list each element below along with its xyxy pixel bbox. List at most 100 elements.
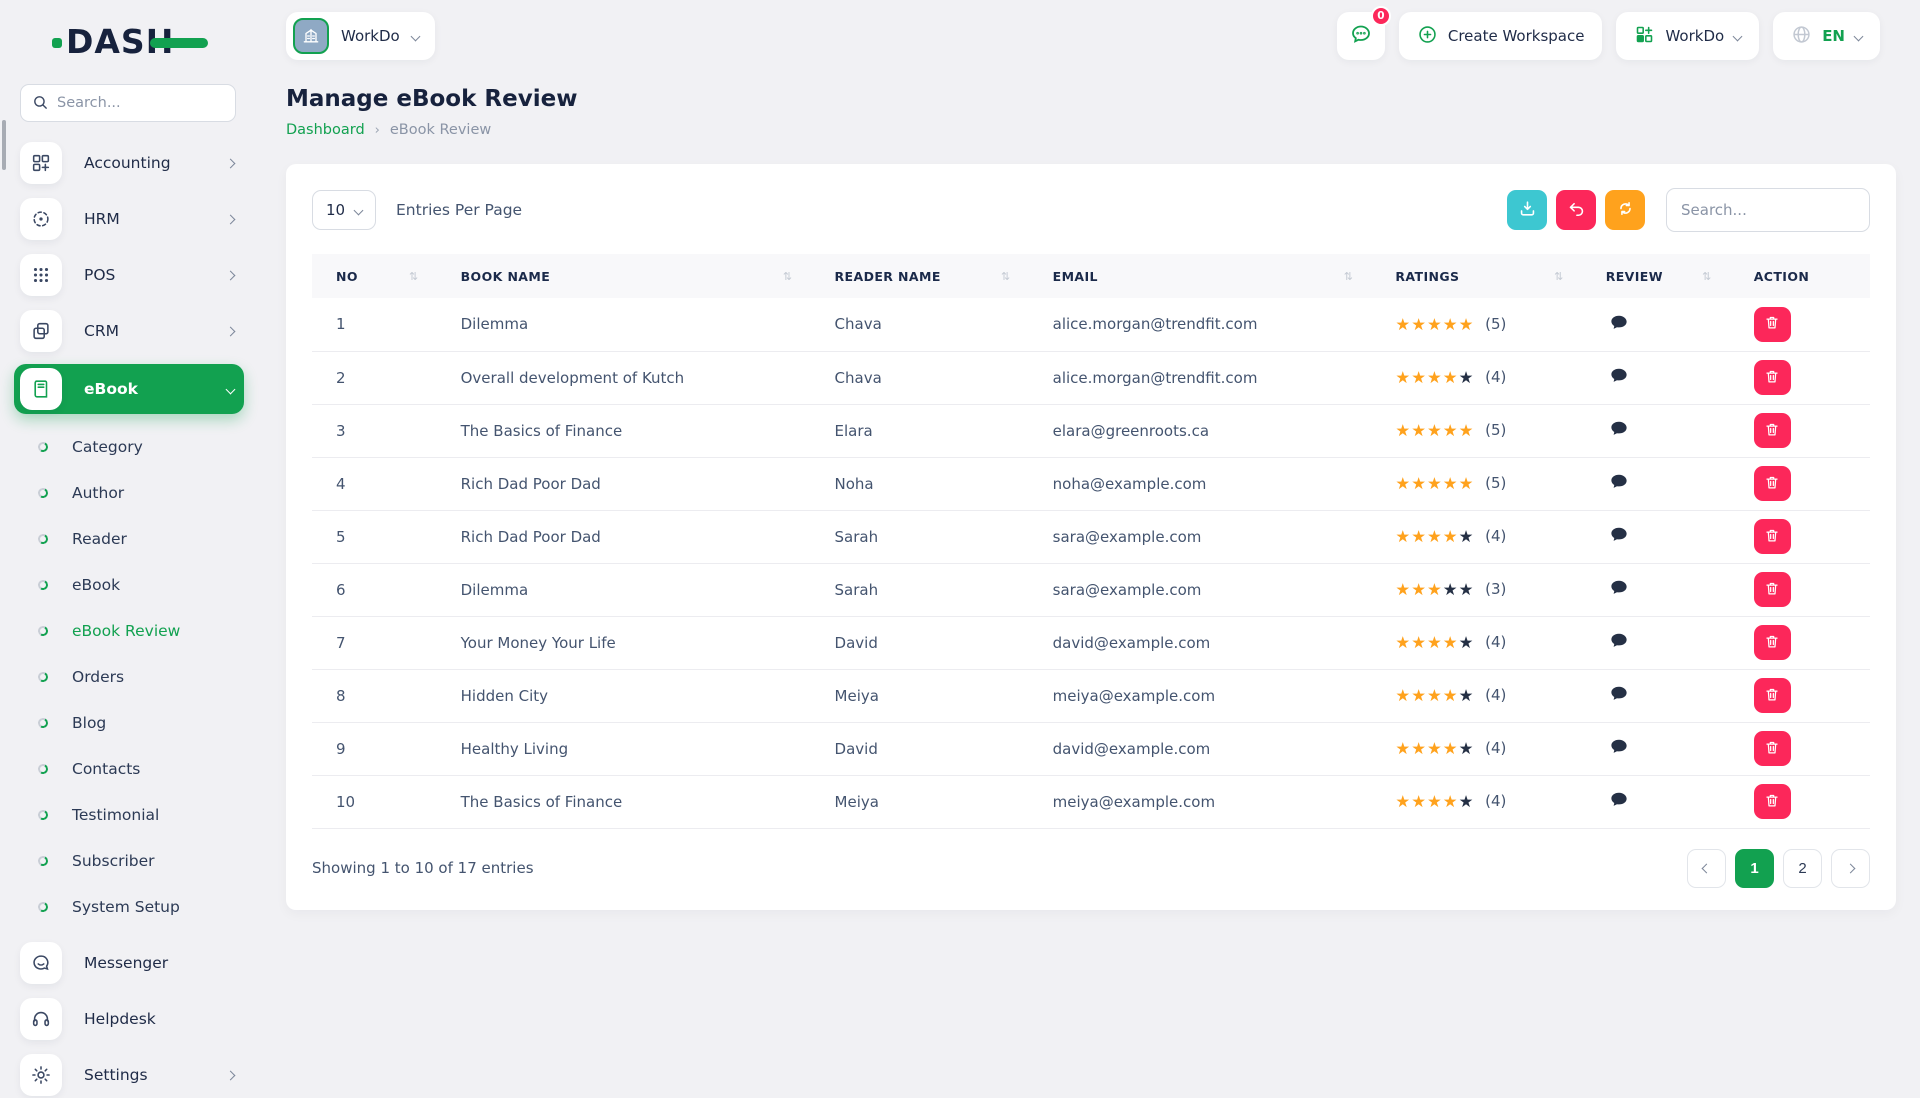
pagination-page-1-active[interactable]: 1	[1735, 849, 1774, 888]
sort-icon[interactable]: ⇅	[783, 270, 793, 283]
star-filled-icon: ★	[1443, 633, 1459, 652]
delete-button[interactable]	[1754, 360, 1791, 395]
sidebar-subitem-orders[interactable]: Orders	[14, 654, 244, 700]
pagination-prev-button[interactable]	[1687, 849, 1726, 888]
sidebar-item-ebook[interactable]: eBook	[14, 364, 244, 414]
breadcrumb-dashboard-link[interactable]: Dashboard	[286, 122, 365, 138]
entries-per-page-select[interactable]: 10	[312, 190, 376, 230]
workspace-selector[interactable]: WorkDo	[286, 12, 435, 60]
cell-review	[1582, 563, 1730, 616]
language-selector[interactable]: EN	[1773, 12, 1880, 60]
delete-button[interactable]	[1754, 784, 1791, 819]
cell-reader-name: David	[811, 722, 1029, 775]
workspace-avatar	[293, 18, 329, 54]
delete-button[interactable]	[1754, 572, 1791, 607]
cell-action	[1730, 351, 1870, 404]
cell-book-name: The Basics of Finance	[437, 404, 811, 457]
sidebar-item-pos[interactable]: POS	[14, 252, 244, 298]
messages-button[interactable]: 0	[1337, 12, 1385, 60]
sidebar-subitem-ebook[interactable]: eBook	[14, 562, 244, 608]
sidebar-submenu: CategoryAuthorReadereBookeBook ReviewOrd…	[14, 424, 244, 930]
review-comment-button[interactable]	[1606, 523, 1632, 550]
sidebar-item-accounting[interactable]: Accounting	[14, 140, 244, 186]
table-row: 8Hidden CityMeiyameiya@example.com★★★★★ …	[312, 669, 1870, 722]
sidebar-subitem-contacts[interactable]: Contacts	[14, 746, 244, 792]
back-button[interactable]	[1556, 190, 1596, 230]
review-comment-button[interactable]	[1606, 311, 1632, 338]
sort-icon[interactable]: ⇅	[1554, 270, 1564, 283]
table-row: 4Rich Dad Poor DadNohanoha@example.com★★…	[312, 457, 1870, 510]
delete-button[interactable]	[1754, 519, 1791, 554]
sidebar-item-helpdesk[interactable]: Helpdesk	[14, 996, 244, 1042]
table-search-input[interactable]	[1666, 188, 1870, 232]
star-filled-icon: ★	[1459, 474, 1475, 493]
refresh-button[interactable]	[1605, 190, 1645, 230]
review-comment-button[interactable]	[1606, 788, 1632, 815]
delete-button[interactable]	[1754, 625, 1791, 660]
review-comment-button[interactable]	[1606, 364, 1632, 391]
table-row: 3The Basics of FinanceElaraelara@greenro…	[312, 404, 1870, 457]
review-comment-button[interactable]	[1606, 735, 1632, 762]
pagination-next-button[interactable]	[1831, 849, 1870, 888]
sidebar-item-hrm[interactable]: HRM	[14, 196, 244, 242]
column-header-email[interactable]: EMAIL⇅	[1029, 254, 1372, 298]
sidebar-scrollbar[interactable]	[2, 120, 6, 170]
rating-count: (5)	[1480, 474, 1506, 492]
star-filled-icon: ★	[1443, 739, 1459, 758]
sort-icon[interactable]: ⇅	[1001, 270, 1011, 283]
sidebar-search-input[interactable]	[20, 84, 236, 122]
pagination-page-2[interactable]: 2	[1783, 849, 1822, 888]
sidebar-item-messenger[interactable]: Messenger	[14, 940, 244, 986]
cell-ratings: ★★★★★ (5)	[1371, 404, 1581, 457]
sort-icon[interactable]: ⇅	[1702, 270, 1712, 283]
sidebar-subitem-author[interactable]: Author	[14, 470, 244, 516]
sidebar-item-settings[interactable]: Settings	[14, 1052, 244, 1098]
sidebar-subitem-ebook-review[interactable]: eBook Review	[14, 608, 244, 654]
workspace-menu-button[interactable]: WorkDo	[1616, 12, 1759, 60]
rating-count: (4)	[1480, 633, 1506, 651]
review-comment-button[interactable]	[1606, 629, 1632, 656]
sort-icon[interactable]: ⇅	[1344, 270, 1354, 283]
delete-button[interactable]	[1754, 413, 1791, 448]
cell-review	[1582, 298, 1730, 351]
star-filled-icon: ★	[1395, 368, 1411, 387]
rating-count: (4)	[1480, 739, 1506, 757]
column-header-no[interactable]: NO⇅	[312, 254, 437, 298]
column-header-reader-name[interactable]: READER NAME⇅	[811, 254, 1029, 298]
sort-icon[interactable]: ⇅	[409, 270, 419, 283]
comment-bubble-icon	[1610, 478, 1628, 493]
delete-button[interactable]	[1754, 466, 1791, 501]
chevron-right-icon	[226, 158, 236, 168]
sidebar-subitem-subscriber[interactable]: Subscriber	[14, 838, 244, 884]
column-header-book-name[interactable]: BOOK NAME⇅	[437, 254, 811, 298]
sidebar-subitem-testimonial[interactable]: Testimonial	[14, 792, 244, 838]
review-comment-button[interactable]	[1606, 682, 1632, 709]
sidebar-subitem-reader[interactable]: Reader	[14, 516, 244, 562]
comment-bubble-icon	[1610, 637, 1628, 652]
sidebar-item-crm[interactable]: CRM	[14, 308, 244, 354]
cell-email: david@example.com	[1029, 722, 1372, 775]
star-empty-icon: ★	[1459, 686, 1475, 705]
breadcrumb-separator-icon: ›	[375, 123, 380, 138]
create-workspace-button[interactable]: Create Workspace	[1399, 12, 1603, 60]
sidebar-subitem-category[interactable]: Category	[14, 424, 244, 470]
sidebar-subitem-label: System Setup	[72, 898, 180, 916]
delete-button[interactable]	[1754, 307, 1791, 342]
export-download-button[interactable]	[1507, 190, 1547, 230]
review-comment-button[interactable]	[1606, 470, 1632, 497]
column-header-review[interactable]: REVIEW⇅	[1582, 254, 1730, 298]
cell-ratings: ★★★★★ (4)	[1371, 510, 1581, 563]
breadcrumb: Dashboard › eBook Review	[286, 122, 1896, 138]
column-header-ratings[interactable]: RATINGS⇅	[1371, 254, 1581, 298]
cell-email: noha@example.com	[1029, 457, 1372, 510]
delete-button[interactable]	[1754, 731, 1791, 766]
trash-icon	[1764, 368, 1780, 388]
review-comment-button[interactable]	[1606, 576, 1632, 603]
delete-button[interactable]	[1754, 678, 1791, 713]
review-comment-button[interactable]	[1606, 417, 1632, 444]
cell-reader-name: Meiya	[811, 669, 1029, 722]
sidebar-subitem-system-setup[interactable]: System Setup	[14, 884, 244, 930]
chevron-right-icon	[226, 1070, 236, 1080]
comment-bubble-icon	[1610, 319, 1628, 334]
sidebar-subitem-blog[interactable]: Blog	[14, 700, 244, 746]
